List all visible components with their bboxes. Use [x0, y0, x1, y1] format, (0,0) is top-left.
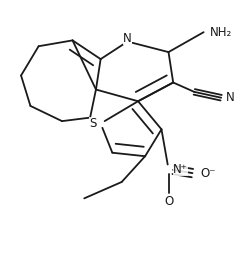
Text: S: S [89, 117, 96, 130]
Text: N: N [225, 91, 234, 104]
Text: N⁺: N⁺ [173, 163, 188, 176]
Text: N: N [123, 32, 132, 44]
Text: NH₂: NH₂ [210, 26, 232, 39]
Text: O: O [164, 195, 173, 209]
Text: O⁻: O⁻ [201, 167, 216, 180]
